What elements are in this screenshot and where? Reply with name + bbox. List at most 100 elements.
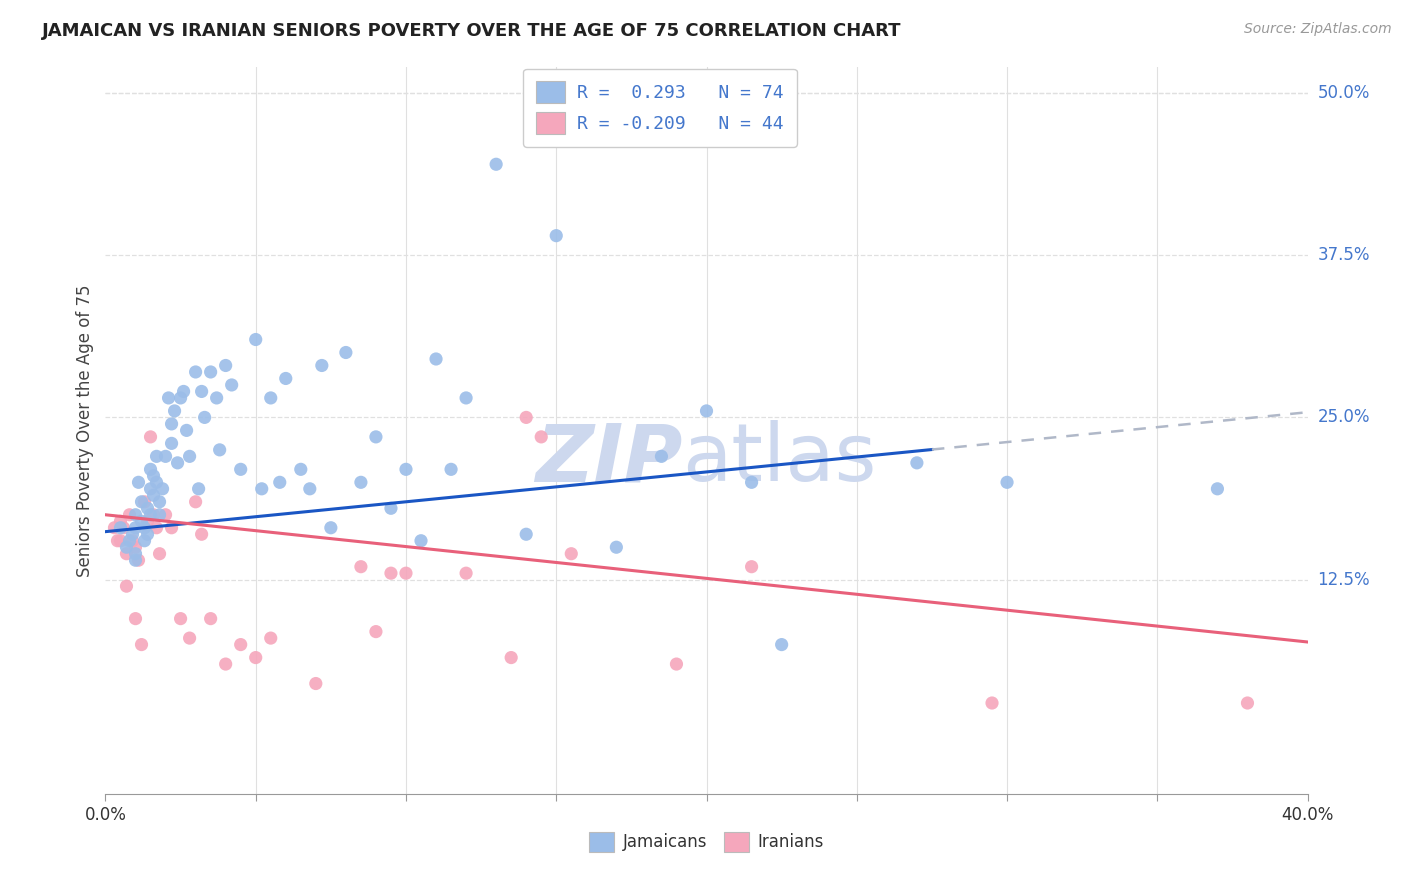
Point bbox=[110, 533, 132, 548]
Point bbox=[260, 631, 283, 645]
Point bbox=[115, 547, 138, 561]
Point bbox=[155, 450, 177, 464]
Point bbox=[530, 430, 553, 444]
Point bbox=[350, 475, 373, 490]
Point bbox=[160, 436, 183, 450]
Point bbox=[380, 501, 402, 516]
Point bbox=[145, 521, 167, 535]
Point bbox=[221, 378, 243, 392]
Point bbox=[145, 450, 167, 464]
Point bbox=[364, 430, 387, 444]
Point bbox=[148, 495, 170, 509]
Point bbox=[148, 547, 170, 561]
Point bbox=[136, 501, 159, 516]
Point bbox=[107, 533, 129, 548]
Point bbox=[741, 475, 763, 490]
Point bbox=[364, 624, 387, 639]
Point bbox=[124, 547, 146, 561]
Point bbox=[136, 527, 159, 541]
Point bbox=[319, 521, 342, 535]
Point bbox=[118, 508, 141, 522]
Point bbox=[184, 365, 207, 379]
Text: 25.0%: 25.0% bbox=[1317, 409, 1369, 426]
Point bbox=[115, 540, 138, 554]
Point bbox=[142, 488, 165, 502]
Point bbox=[696, 404, 718, 418]
Point bbox=[741, 559, 763, 574]
Point bbox=[134, 495, 156, 509]
Point bbox=[110, 514, 132, 528]
Point bbox=[155, 508, 177, 522]
Point bbox=[245, 333, 267, 347]
Point bbox=[148, 508, 170, 522]
Point bbox=[115, 579, 138, 593]
Point bbox=[380, 566, 402, 581]
Point bbox=[128, 475, 150, 490]
Point bbox=[290, 462, 312, 476]
Point bbox=[134, 521, 156, 535]
Point bbox=[110, 521, 132, 535]
Point bbox=[200, 365, 222, 379]
Point bbox=[298, 482, 321, 496]
Point bbox=[409, 533, 432, 548]
Point bbox=[208, 442, 231, 457]
Text: atlas: atlas bbox=[682, 420, 877, 499]
Point bbox=[395, 462, 418, 476]
Point bbox=[163, 404, 186, 418]
Point bbox=[229, 638, 252, 652]
Point bbox=[160, 417, 183, 431]
Point bbox=[131, 495, 153, 509]
Point bbox=[515, 527, 537, 541]
Point bbox=[190, 527, 212, 541]
Point bbox=[395, 566, 418, 581]
Point bbox=[194, 410, 217, 425]
Point bbox=[250, 482, 273, 496]
Text: 50.0%: 50.0% bbox=[1317, 84, 1369, 102]
Legend: Jamaicans, Iranians: Jamaicans, Iranians bbox=[582, 826, 831, 858]
Point bbox=[269, 475, 291, 490]
Point bbox=[139, 482, 162, 496]
Point bbox=[169, 391, 191, 405]
Point bbox=[485, 157, 508, 171]
Point bbox=[124, 521, 146, 535]
Point bbox=[112, 521, 135, 535]
Point bbox=[981, 696, 1004, 710]
Point bbox=[103, 521, 125, 535]
Point bbox=[454, 566, 477, 581]
Point bbox=[136, 514, 159, 528]
Point bbox=[305, 676, 328, 690]
Text: ZIP: ZIP bbox=[536, 420, 682, 499]
Point bbox=[770, 638, 793, 652]
Point bbox=[142, 468, 165, 483]
Point bbox=[311, 359, 333, 373]
Point bbox=[152, 482, 174, 496]
Point bbox=[260, 391, 283, 405]
Point bbox=[650, 450, 672, 464]
Point bbox=[905, 456, 928, 470]
Point bbox=[176, 424, 198, 438]
Point bbox=[214, 657, 236, 671]
Point bbox=[454, 391, 477, 405]
Point bbox=[145, 475, 167, 490]
Point bbox=[187, 482, 209, 496]
Y-axis label: Seniors Poverty Over the Age of 75: Seniors Poverty Over the Age of 75 bbox=[76, 285, 94, 576]
Point bbox=[440, 462, 463, 476]
Point bbox=[142, 508, 165, 522]
Point bbox=[190, 384, 212, 399]
Point bbox=[131, 514, 153, 528]
Point bbox=[560, 547, 582, 561]
Point bbox=[121, 527, 143, 541]
Point bbox=[131, 638, 153, 652]
Point bbox=[124, 553, 146, 567]
Text: JAMAICAN VS IRANIAN SENIORS POVERTY OVER THE AGE OF 75 CORRELATION CHART: JAMAICAN VS IRANIAN SENIORS POVERTY OVER… bbox=[42, 22, 901, 40]
Point bbox=[214, 359, 236, 373]
Point bbox=[124, 612, 146, 626]
Point bbox=[157, 391, 180, 405]
Point bbox=[425, 351, 447, 366]
Text: 37.5%: 37.5% bbox=[1317, 246, 1369, 264]
Text: 12.5%: 12.5% bbox=[1317, 571, 1369, 589]
Point bbox=[160, 521, 183, 535]
Point bbox=[501, 650, 523, 665]
Point bbox=[179, 631, 201, 645]
Point bbox=[118, 533, 141, 548]
